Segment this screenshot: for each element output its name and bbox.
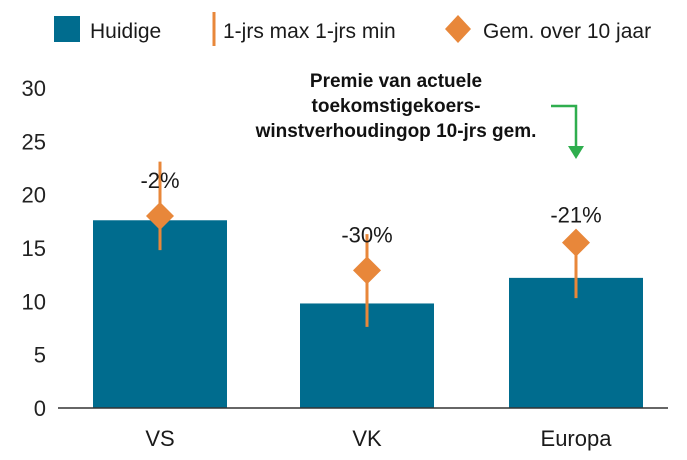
legend-swatch-huidige <box>54 16 80 42</box>
category-labels: VS VK Europa <box>145 426 612 451</box>
legend-label-average: Gem. over 10 jaar <box>483 20 651 43</box>
legend: Huidige 1-jrs max 1-jrs min Gem. over 10… <box>54 12 651 46</box>
y-tick-label: 0 <box>34 396 46 421</box>
average-marker-europa <box>562 228 590 257</box>
annotation-line-2: toekomstigekoers- <box>312 96 481 117</box>
y-tick-label: 20 <box>22 183 46 208</box>
annotation-arrow <box>551 104 578 148</box>
data-label-vk: -30% <box>341 222 392 247</box>
average-marker-vk <box>353 256 381 285</box>
y-tick-label: 25 <box>22 129 46 154</box>
y-tick-label: 10 <box>22 289 46 314</box>
annotation-line-1: Premie van actuele <box>310 71 482 92</box>
y-tick-label: 15 <box>22 236 46 261</box>
category-label-vk: VK <box>352 426 382 451</box>
average-marker-vs <box>146 202 174 230</box>
data-label-vs: -2% <box>140 168 179 193</box>
annotation-arrow-head <box>568 146 584 159</box>
y-axis-ticks: 0 5 10 15 20 25 30 <box>22 76 46 421</box>
bar-europa <box>509 277 643 408</box>
category-label-vs: VS <box>145 426 174 451</box>
legend-swatch-diamond <box>445 15 471 43</box>
markers <box>146 202 590 285</box>
y-tick-label: 5 <box>34 343 46 368</box>
data-labels: -2% -30% -21% <box>140 168 601 247</box>
bar-vs <box>93 220 227 408</box>
annotation: Premie van actuele toekomstigekoers- win… <box>255 71 584 159</box>
y-tick-label: 30 <box>22 76 46 101</box>
category-label-europa: Europa <box>541 426 613 451</box>
data-label-europa: -21% <box>550 202 601 227</box>
annotation-line-3: winstverhoudingop 10-jrs gem. <box>255 121 537 142</box>
legend-label-range: 1-jrs max 1-jrs min <box>223 20 396 43</box>
legend-label-huidige: Huidige <box>90 20 161 43</box>
